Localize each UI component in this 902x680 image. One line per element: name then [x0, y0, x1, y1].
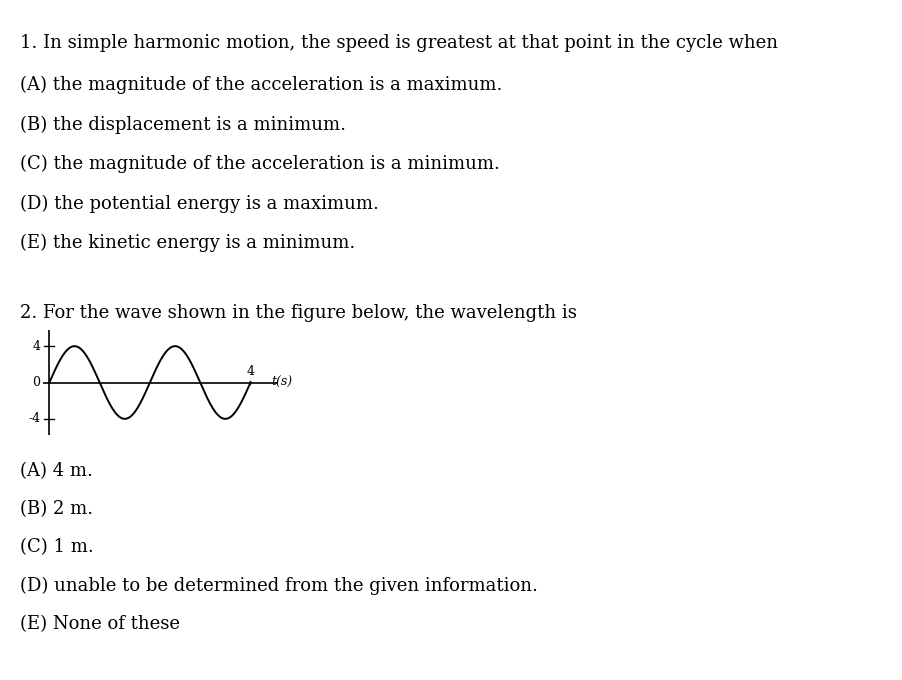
Text: 1. In simple harmonic motion, the speed is greatest at that point in the cycle w: 1. In simple harmonic motion, the speed …: [20, 34, 777, 52]
Text: (B) 2 m.: (B) 2 m.: [20, 500, 93, 518]
Text: (E) None of these: (E) None of these: [20, 615, 179, 632]
Text: 0: 0: [32, 376, 41, 389]
Text: 2. For the wave shown in the figure below, the wavelength is: 2. For the wave shown in the figure belo…: [20, 304, 576, 322]
Text: (A) the magnitude of the acceleration is a maximum.: (A) the magnitude of the acceleration is…: [20, 76, 502, 95]
Text: (C) 1 m.: (C) 1 m.: [20, 539, 94, 556]
Text: (C) the magnitude of the acceleration is a minimum.: (C) the magnitude of the acceleration is…: [20, 155, 499, 173]
Text: (A) 4 m.: (A) 4 m.: [20, 462, 93, 480]
Text: (B) the displacement is a minimum.: (B) the displacement is a minimum.: [20, 116, 345, 134]
Text: (D) unable to be determined from the given information.: (D) unable to be determined from the giv…: [20, 577, 538, 595]
Text: -4: -4: [28, 412, 41, 426]
Text: (E) the kinetic energy is a minimum.: (E) the kinetic energy is a minimum.: [20, 234, 354, 252]
Text: (D) the potential energy is a maximum.: (D) the potential energy is a maximum.: [20, 194, 378, 213]
Text: t(s): t(s): [272, 376, 292, 389]
Text: 4: 4: [32, 339, 41, 353]
Text: 4: 4: [246, 364, 254, 377]
